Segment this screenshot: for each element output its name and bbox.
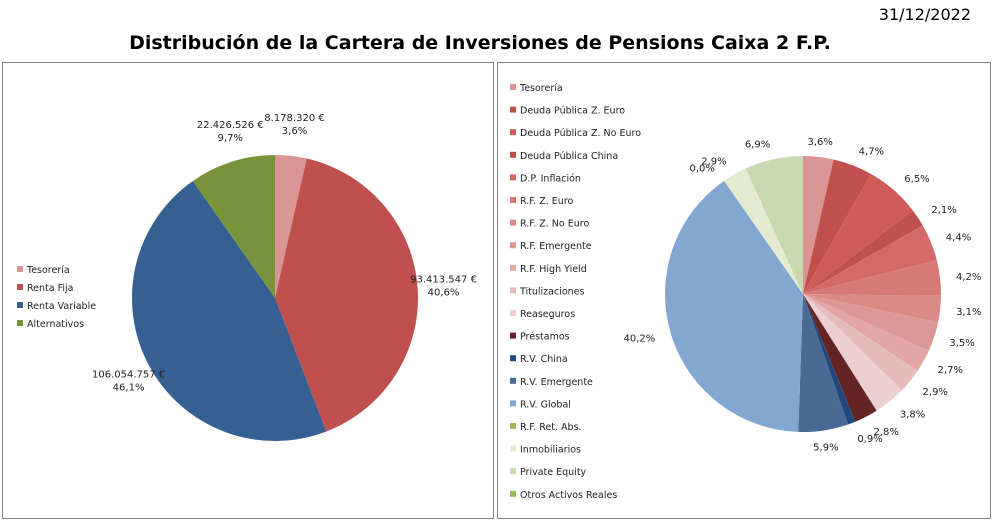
legend-swatch-renta-fija <box>17 284 23 290</box>
data-label-deuda-publica-china: 2,1% <box>931 205 956 216</box>
legend-item-r-f-z-euro: R.F. Z. Euro <box>520 196 574 207</box>
legend-item-r-f-high-yield: R.F. High Yield <box>520 264 587 275</box>
data-label-value-tesoreria: 8.178.320 € <box>264 113 324 124</box>
legend-swatch-deuda-publica-z-no-euro <box>510 129 516 136</box>
legend-swatch-private-equity <box>510 468 516 475</box>
legend-swatch-r-f-z-euro <box>510 197 516 203</box>
pie-slice-renta-variable <box>132 180 327 441</box>
legend-item-renta-variable: Renta Variable <box>27 301 96 312</box>
legend-item-d-p-inflacion: D.P. Inflación <box>520 173 581 184</box>
legend-item-r-v-global: R.V. Global <box>520 399 571 410</box>
pie-slice-r-f-high-yield <box>803 294 929 372</box>
data-label-r-f-z-no-euro: 3,1% <box>956 307 981 318</box>
legend-item-r-f-emergente: R.F. Emergente <box>520 241 592 252</box>
pie-slice-deuda-publica-china <box>803 210 923 294</box>
legend-item-private-equity: Private Equity <box>520 467 587 478</box>
pie-slice-r-f-emergente <box>803 294 939 351</box>
legend-swatch-r-v-global <box>510 400 516 407</box>
legend-item-tesoreria: Tesorería <box>26 265 70 276</box>
pie-slice-r-f-z-euro <box>803 260 941 296</box>
pie-slice-tesoreria <box>803 156 834 294</box>
data-label-r-v-emergente: 5,9% <box>813 442 838 453</box>
pie-slice-r-v-china <box>803 294 856 425</box>
report-date: 31/12/2022 <box>878 5 971 24</box>
legend-swatch-otros-activos-reales <box>510 490 516 497</box>
asset-class-pie-chart: 8.178.320 € 3,6% 93.413.547 € 40,6% 106.054.… <box>17 113 477 441</box>
legend-item-inmobiliarios: Inmobiliarios <box>520 445 581 456</box>
data-label-r-v-global: 40,2% <box>624 334 656 345</box>
data-label-value-renta-fija: 93.413.547 € <box>410 274 477 285</box>
data-label-inmobiliarios: 2,9% <box>701 156 726 167</box>
legend-swatch-prestamos <box>510 332 516 339</box>
legend-swatch-d-p-inflacion <box>510 174 516 181</box>
legend-swatch-tesoreria <box>17 266 23 272</box>
legend-swatch-inmobiliarios <box>510 445 516 452</box>
data-label-percent-alternativos: 9,7% <box>218 133 243 144</box>
pie-slice-prestamos <box>803 294 877 422</box>
data-label-r-f-high-yield: 2,7% <box>938 365 963 376</box>
data-label-reaseguros: 3,8% <box>900 410 925 421</box>
data-label-r-f-ret-abs: 0,0% <box>689 164 714 175</box>
legend-item-deuda-publica-z-no-euro: Deuda Pública Z. No Euro <box>520 128 641 139</box>
pie-slice-tesoreria <box>275 155 307 298</box>
data-label-r-f-z-euro: 4,2% <box>956 272 981 283</box>
legend-swatch-tesoreria <box>510 84 516 90</box>
pie-slice-deuda-publica-z-no-euro <box>803 173 913 294</box>
legend-item-prestamos: Préstamos <box>520 332 570 343</box>
legend-swatch-r-f-z-no-euro <box>510 219 516 226</box>
data-label-titulizaciones: 2,9% <box>923 387 948 398</box>
legend-item-renta-fija: Renta Fija <box>27 283 73 294</box>
legend-item-otros-activos-reales: Otros Activos Reales <box>520 490 617 501</box>
data-label-r-f-emergente: 3,5% <box>949 338 974 349</box>
legend-item-r-f-z-no-euro: R.F. Z. No Euro <box>520 219 589 230</box>
legend-swatch-deuda-publica-z-euro <box>510 106 516 113</box>
page-title: Distribución de la Cartera de Inversione… <box>129 32 831 54</box>
legend-item-tesoreria: Tesorería <box>519 83 563 94</box>
data-label-percent-renta-variable: 46,1% <box>113 382 145 393</box>
pie-slice-alternativos <box>192 155 275 298</box>
detailed-allocation-chart-panel: 3,6% 4,7% 6,5% 2,1% 4,4% 4,2% 3,1% 3,5% 2,7% 2,9%… <box>497 62 991 519</box>
pie-slice-r-f-z-no-euro <box>803 294 941 323</box>
data-label-value-alternativos: 22.426.526 € <box>197 120 264 131</box>
data-label-percent-renta-fija: 40,6% <box>428 287 460 298</box>
legend-item-r-v-emergente: R.V. Emergente <box>520 377 593 388</box>
legend-swatch-deuda-publica-china <box>510 151 516 158</box>
pie-slice-deuda-publica-z-euro <box>803 159 872 294</box>
pie-slice-renta-fija <box>275 158 418 432</box>
data-label-deuda-publica-z-no-euro: 6,5% <box>904 174 929 185</box>
data-label-r-v-china: 0,9% <box>857 434 882 445</box>
pie-slice-inmobiliarios <box>724 168 803 294</box>
pie-slice-r-v-global <box>665 180 803 432</box>
legend-swatch-r-v-china <box>510 355 516 362</box>
data-label-percent-tesoreria: 3,6% <box>282 126 307 137</box>
legend-swatch-titulizaciones <box>510 287 516 294</box>
legend-swatch-reaseguros <box>510 310 516 316</box>
legend-item-deuda-publica-z-euro: Deuda Pública Z. Euro <box>520 106 625 117</box>
data-label-d-p-inflacion: 4,4% <box>946 232 971 243</box>
legend-swatch-renta-variable <box>17 302 23 308</box>
legend-swatch-alternativos <box>17 320 23 326</box>
detailed-allocation-pie-chart: 3,6% 4,7% 6,5% 2,1% 4,4% 4,2% 3,1% 3,5% 2,7% 2,9%… <box>510 83 981 501</box>
pie-slice-r-v-emergente <box>798 294 849 433</box>
legend-swatch-r-f-emergente <box>510 242 516 249</box>
legend-swatch-r-v-emergente <box>510 377 516 384</box>
legend-item-r-f-ret-abs: R.F. Ret. Abs. <box>520 422 582 433</box>
pie-slice-private-equity <box>745 156 803 294</box>
data-label-private-equity: 6,9% <box>745 140 770 151</box>
data-label-tesoreria: 3,6% <box>807 137 832 148</box>
legend-item-titulizaciones: Titulizaciones <box>519 286 585 297</box>
legend-swatch-r-f-ret-abs <box>510 423 516 429</box>
legend-item-reaseguros: Reaseguros <box>520 309 575 320</box>
data-label-deuda-publica-z-euro: 4,7% <box>859 146 884 157</box>
data-label-value-renta-variable: 106.054.757 € <box>92 369 165 380</box>
pie-slice-reaseguros <box>803 294 902 411</box>
legend-item-r-v-china: R.V. China <box>520 354 568 365</box>
legend-item-deuda-publica-china: Deuda Pública China <box>520 151 618 162</box>
pie-slice-d-p-inflacion <box>803 225 937 294</box>
asset-class-chart-panel: 8.178.320 € 3,6% 93.413.547 € 40,6% 106.054.… <box>2 62 494 519</box>
legend-item-alternativos: Alternativos <box>27 319 84 330</box>
legend-swatch-r-f-high-yield <box>510 264 516 271</box>
pie-slice-titulizaciones <box>803 294 918 391</box>
data-label-prestamos: 2,8% <box>873 427 898 438</box>
